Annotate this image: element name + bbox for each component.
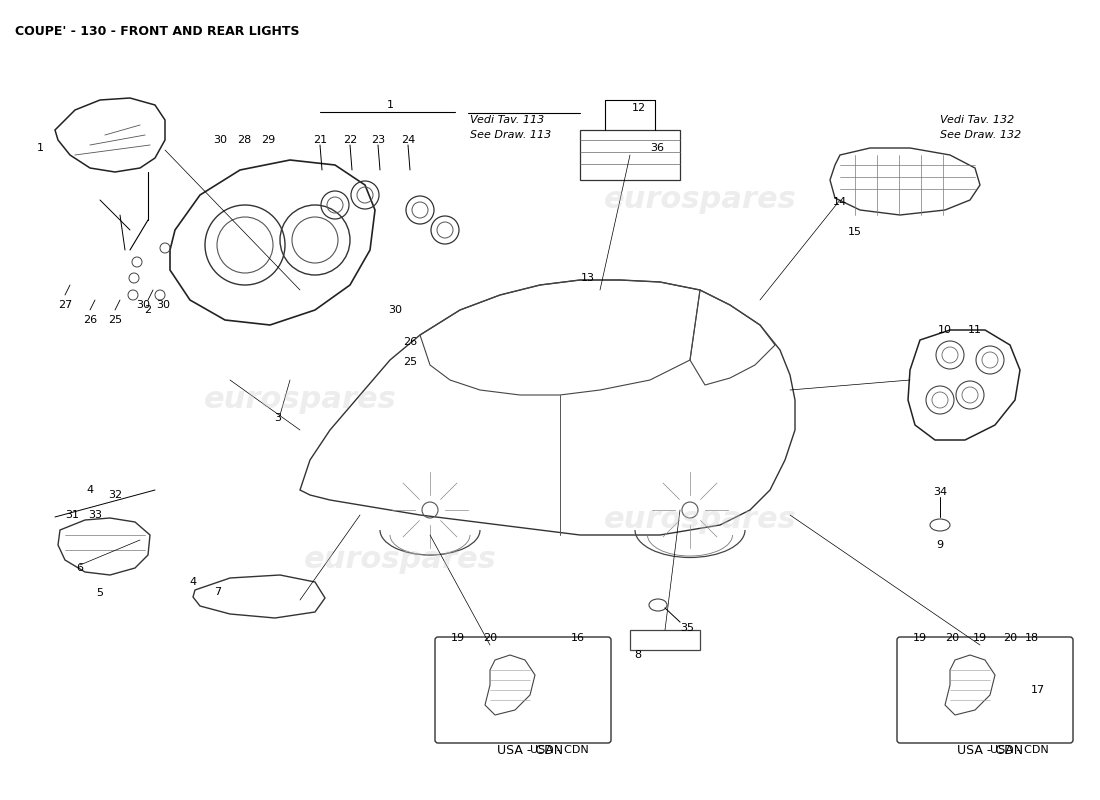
Text: 25: 25 <box>108 315 122 325</box>
Text: 4: 4 <box>189 577 197 587</box>
Text: 28: 28 <box>236 135 251 145</box>
Text: 30: 30 <box>388 305 401 315</box>
Text: 25: 25 <box>403 357 417 367</box>
Text: 17: 17 <box>1031 685 1045 695</box>
Text: 16: 16 <box>571 633 585 643</box>
Text: 3: 3 <box>275 413 282 423</box>
Text: 22: 22 <box>343 135 358 145</box>
Text: COUPE' - 130 - FRONT AND REAR LIGHTS: COUPE' - 130 - FRONT AND REAR LIGHTS <box>15 25 299 38</box>
Text: eurospares: eurospares <box>604 506 796 534</box>
Text: 29: 29 <box>261 135 275 145</box>
Text: 34: 34 <box>933 487 947 497</box>
Text: 19: 19 <box>451 633 465 643</box>
Text: eurospares: eurospares <box>304 546 496 574</box>
Text: 14: 14 <box>833 197 847 207</box>
Text: 7: 7 <box>214 587 221 597</box>
Bar <box>580 130 680 180</box>
Text: 35: 35 <box>680 623 694 633</box>
Text: USA - CDN: USA - CDN <box>530 745 588 755</box>
Text: 15: 15 <box>848 227 862 237</box>
Text: 30: 30 <box>213 135 227 145</box>
Text: 20: 20 <box>1003 633 1018 643</box>
Text: 13: 13 <box>581 273 595 283</box>
Text: eurospares: eurospares <box>604 186 796 214</box>
Text: 5: 5 <box>97 588 103 598</box>
Text: See Draw. 113: See Draw. 113 <box>470 130 551 140</box>
Text: 19: 19 <box>972 633 987 643</box>
Text: 27: 27 <box>58 300 73 310</box>
Text: See Draw. 132: See Draw. 132 <box>940 130 1021 140</box>
Text: 33: 33 <box>88 510 102 520</box>
Text: 19: 19 <box>913 633 927 643</box>
Text: 20: 20 <box>483 633 497 643</box>
Text: 1: 1 <box>386 100 394 110</box>
Text: 18: 18 <box>1025 633 1040 643</box>
Text: 36: 36 <box>650 143 664 153</box>
Text: 26: 26 <box>403 337 417 347</box>
Text: 12: 12 <box>631 103 646 113</box>
Text: 24: 24 <box>400 135 415 145</box>
Text: Vedi Tav. 113: Vedi Tav. 113 <box>470 115 544 125</box>
Text: USA - CDN: USA - CDN <box>497 743 563 757</box>
Text: 9: 9 <box>936 540 944 550</box>
Text: Vedi Tav. 132: Vedi Tav. 132 <box>940 115 1014 125</box>
Text: USA - CDN: USA - CDN <box>957 743 1023 757</box>
Text: 30: 30 <box>156 300 170 310</box>
Text: 23: 23 <box>371 135 385 145</box>
Text: 21: 21 <box>312 135 327 145</box>
Bar <box>630 630 700 650</box>
Text: eurospares: eurospares <box>204 386 396 414</box>
Text: USA - CDN: USA - CDN <box>990 745 1048 755</box>
Text: 31: 31 <box>65 510 79 520</box>
Text: 6: 6 <box>77 563 84 573</box>
Text: 10: 10 <box>938 325 952 335</box>
Text: 26: 26 <box>82 315 97 325</box>
Text: 2: 2 <box>144 305 152 315</box>
Text: 30: 30 <box>136 300 150 310</box>
Text: 11: 11 <box>968 325 982 335</box>
Text: 20: 20 <box>945 633 959 643</box>
Text: 32: 32 <box>108 490 122 500</box>
Text: 8: 8 <box>635 650 641 660</box>
Text: 4: 4 <box>87 485 94 495</box>
Text: 1: 1 <box>36 143 44 153</box>
